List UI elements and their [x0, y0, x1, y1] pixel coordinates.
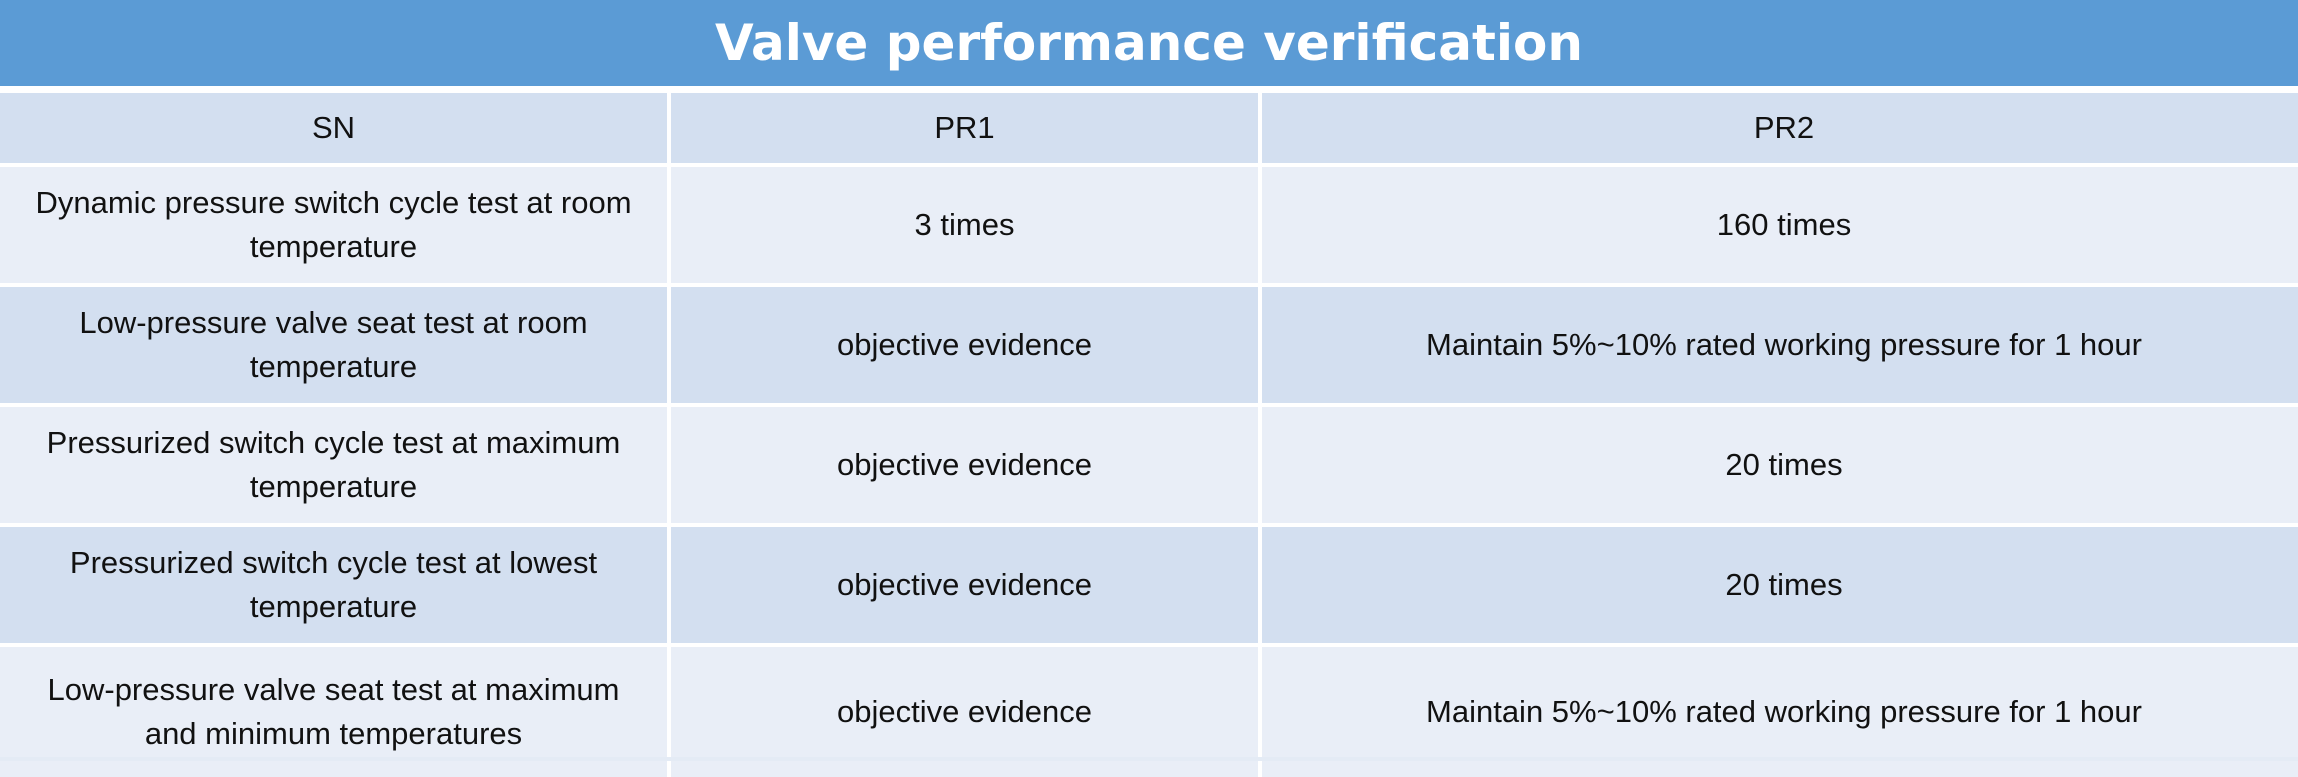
column-header-sn: SN: [0, 93, 667, 163]
title-bar: Valve performance verification: [0, 0, 2298, 86]
column-header-pr1: PR1: [671, 93, 1258, 163]
table-cell-pr2: 20 times: [1262, 407, 2298, 523]
table-cell-sn: Low-pressure valve seat test at room tem…: [0, 287, 667, 403]
table-cell-pr2: Maintain 5%~10% rated working pressure f…: [1262, 287, 2298, 403]
column-header-pr2: PR2: [1262, 93, 2298, 163]
bottom-divider: [0, 757, 2298, 761]
table-cell-pr1: 3 times: [671, 167, 1258, 283]
table-cell-sn: Pressurized switch cycle test at lowest …: [0, 527, 667, 643]
page-title: Valve performance verification: [715, 14, 1583, 72]
table-cell-sn: Dynamic pressure switch cycle test at ro…: [0, 167, 667, 283]
table-cell-pr2: Maintain 5%~10% rated working pressure f…: [1262, 647, 2298, 777]
table-cell-pr1: objective evidence: [671, 407, 1258, 523]
table-cell-pr1: objective evidence: [671, 287, 1258, 403]
table-cell-pr1: objective evidence: [671, 527, 1258, 643]
table-cell-pr1: objective evidence: [671, 647, 1258, 777]
table-cell-sn: Pressurized switch cycle test at maximum…: [0, 407, 667, 523]
table-cell-sn: Low-pressure valve seat test at maximum …: [0, 647, 667, 777]
table-cell-pr2: 20 times: [1262, 527, 2298, 643]
verification-table: SN PR1 PR2 Dynamic pressure switch cycle…: [0, 93, 2298, 777]
table-cell-pr2: 160 times: [1262, 167, 2298, 283]
